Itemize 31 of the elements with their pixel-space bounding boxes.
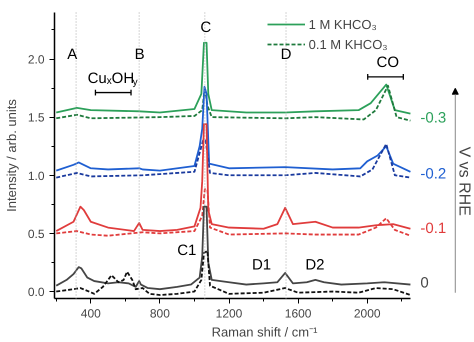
annotation: C1 (177, 242, 196, 260)
annotation: CO (376, 54, 400, 72)
line-series (55, 139, 412, 178)
annotation: C (200, 19, 212, 36)
annotation: -0.2 (420, 165, 446, 182)
annotation: D (280, 46, 292, 63)
annotation: B (134, 46, 145, 63)
x-tick-label: 400 (80, 306, 102, 320)
y-tick-label: 0.5 (28, 226, 45, 241)
x-tick-label: 800 (150, 306, 170, 320)
y-tick-label: 1.0 (28, 168, 45, 183)
text: V vs RHE (455, 146, 472, 216)
y-tick-label: 0.0 (28, 285, 45, 300)
line-series (55, 206, 412, 290)
annotation: A (67, 46, 78, 63)
line-series (55, 42, 412, 115)
x-tick-label: 1200 (216, 306, 243, 320)
annotation: D1 (252, 256, 272, 274)
x-tick-label: 2000 (354, 306, 381, 320)
y-axis-title: Intensity / arb. units (4, 98, 19, 212)
x-tick-label: 1600 (284, 306, 312, 320)
legend-label: 0.1 M KHCO₃ (308, 36, 388, 52)
annotation: -0.3 (420, 110, 446, 127)
y-tick-label: 2.0 (28, 52, 45, 67)
line-series (55, 86, 412, 173)
annotation: -0.1 (420, 220, 446, 238)
x-axis-title: Raman shift / cm⁻¹ (212, 324, 318, 340)
annotation: D2 (305, 256, 325, 274)
annotation: 0 (420, 274, 429, 292)
y-tick-label: 1.5 (28, 110, 45, 125)
legend-label: 1 M KHCO₃ (308, 16, 377, 32)
